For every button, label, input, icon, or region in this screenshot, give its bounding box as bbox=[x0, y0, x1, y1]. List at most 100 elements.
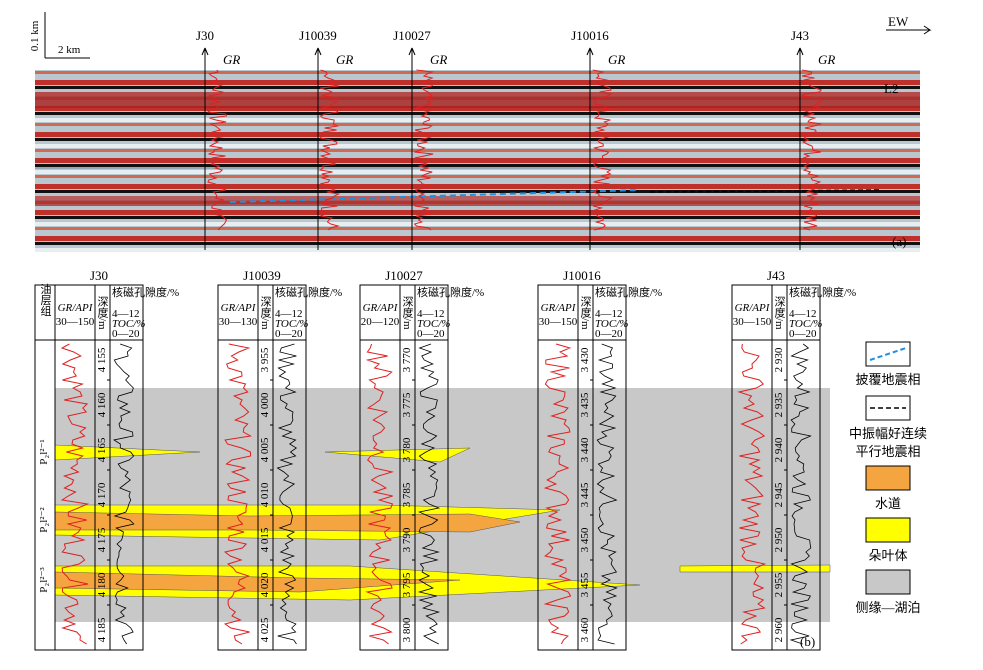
toc-range: 0—20 bbox=[417, 328, 445, 340]
horizon-label: L2 bbox=[884, 81, 898, 96]
depth-header: 深度/m bbox=[579, 296, 592, 330]
nmr-curve bbox=[789, 343, 812, 645]
depth-label: 3 955 bbox=[259, 347, 271, 372]
gr-header: GR/API bbox=[221, 302, 257, 314]
depth-label: 4 165 bbox=[96, 437, 108, 462]
well-arrow bbox=[586, 47, 594, 250]
legend: 披覆地震相 中振幅好连续 平行地震相 水道 朵叶体 侧缘—湖泊 bbox=[849, 341, 927, 615]
well-arrow bbox=[796, 47, 804, 250]
depth-label: 3 790 bbox=[401, 527, 413, 552]
well-frame bbox=[537, 284, 627, 651]
depth-label: 3 445 bbox=[579, 482, 591, 507]
depth-label: 3 455 bbox=[579, 572, 591, 597]
well-label: J10027 bbox=[385, 268, 423, 283]
drape-line bbox=[229, 189, 641, 203]
depth-label: 2 955 bbox=[773, 572, 785, 597]
well-label: J30 bbox=[90, 268, 108, 283]
well-label: J10016 bbox=[563, 268, 601, 283]
nmr-header: 核磁孔隙度/% bbox=[789, 285, 856, 299]
legend-swatch bbox=[865, 517, 911, 543]
panel-label: (b) bbox=[800, 634, 815, 649]
legend-text: 朵叶体 bbox=[868, 548, 907, 563]
well-arrow bbox=[201, 47, 209, 250]
scale-v: 0.1 km bbox=[29, 20, 41, 51]
depth-header: 深度/m bbox=[259, 296, 272, 330]
zone-label: P₂l²⁻³ bbox=[38, 567, 50, 593]
gr-header: GR/API bbox=[541, 302, 577, 314]
gr-log bbox=[318, 69, 341, 231]
legend-swatch bbox=[865, 341, 911, 367]
seismic-band bbox=[35, 92, 920, 108]
toc-header: TOC/% bbox=[275, 318, 308, 330]
gr-curve bbox=[737, 343, 767, 645]
depth-label: 3 430 bbox=[579, 347, 591, 372]
gr-range: 30—150 bbox=[56, 316, 95, 328]
depth-label: 4 175 bbox=[96, 527, 108, 552]
well-label: J10016 bbox=[571, 28, 609, 43]
toc-range: 0—20 bbox=[112, 328, 140, 340]
gr-range: 30—150 bbox=[539, 316, 578, 328]
depth-label: 4 155 bbox=[96, 347, 108, 372]
depth-label: 3 775 bbox=[401, 392, 413, 417]
gr-log bbox=[800, 69, 823, 231]
well-label: J10027 bbox=[393, 28, 431, 43]
nmr-range: 4—12 bbox=[275, 308, 303, 320]
depth-label: 3 800 bbox=[401, 617, 413, 642]
legend-text: 平行地震相 bbox=[855, 444, 920, 459]
well-frame bbox=[731, 284, 821, 651]
toc-range: 0—20 bbox=[789, 328, 817, 340]
depth-label: 4 005 bbox=[259, 437, 271, 462]
depth-header: 深度/m bbox=[401, 296, 414, 330]
legend-swatch bbox=[869, 347, 907, 361]
direction-arrow bbox=[886, 25, 932, 35]
nmr-curve bbox=[276, 343, 298, 645]
well-label: J43 bbox=[767, 268, 785, 283]
depth-label: 2 950 bbox=[773, 527, 785, 552]
gr-header: GR/API bbox=[58, 302, 94, 314]
well-frame bbox=[359, 284, 449, 651]
gr-range: 30—150 bbox=[733, 316, 772, 328]
legend-text: 披覆地震相 bbox=[855, 372, 920, 387]
depth-label: 2 945 bbox=[773, 482, 785, 507]
legend-swatch bbox=[865, 569, 911, 595]
nmr-header: 核磁孔隙度/% bbox=[417, 285, 484, 299]
depth-label: 2 940 bbox=[773, 437, 785, 462]
depth-label: 2 935 bbox=[773, 392, 785, 417]
scale-bar bbox=[44, 12, 90, 59]
nmr-header: 核磁孔隙度/% bbox=[112, 285, 179, 299]
depth-label: 4 000 bbox=[259, 392, 271, 417]
toc-range: 0—20 bbox=[595, 328, 623, 340]
gr-curve bbox=[223, 343, 253, 645]
depth-header: 深度/m bbox=[96, 296, 109, 330]
zone-label: P₂l²⁻² bbox=[38, 507, 50, 533]
depth-label: 4 015 bbox=[259, 527, 271, 552]
gr-range: 20—120 bbox=[361, 316, 400, 328]
panel-label: (a) bbox=[892, 234, 906, 249]
zone-label: P₂l²⁻¹ bbox=[38, 439, 50, 464]
log-label: GR bbox=[336, 52, 353, 67]
depth-label: 4 180 bbox=[96, 572, 108, 597]
depth-label: 3 460 bbox=[579, 617, 591, 642]
well-frame bbox=[54, 284, 144, 651]
depth-label: 3 440 bbox=[579, 437, 591, 462]
well-label: J43 bbox=[791, 28, 809, 43]
well-label: J30 bbox=[196, 28, 214, 43]
nmr-curve bbox=[417, 343, 441, 645]
depth-label: 4 160 bbox=[96, 392, 108, 417]
depth-label: 4 025 bbox=[259, 617, 271, 642]
direction: EW bbox=[888, 14, 909, 29]
legend-swatch bbox=[865, 465, 911, 491]
depth-label: 4 010 bbox=[259, 482, 271, 507]
toc-header: TOC/% bbox=[417, 318, 450, 330]
nmr-curve bbox=[112, 343, 135, 645]
gr-curve bbox=[365, 343, 394, 645]
nmr-header: 核磁孔隙度/% bbox=[595, 285, 662, 299]
depth-label: 2 960 bbox=[773, 617, 785, 642]
gr-log bbox=[591, 69, 613, 231]
strata-header: 油层组 bbox=[39, 282, 52, 316]
depth-label: 3 780 bbox=[401, 437, 413, 462]
log-label: GR bbox=[430, 52, 447, 67]
well-arrow bbox=[408, 47, 416, 250]
nmr-curve bbox=[596, 343, 618, 645]
